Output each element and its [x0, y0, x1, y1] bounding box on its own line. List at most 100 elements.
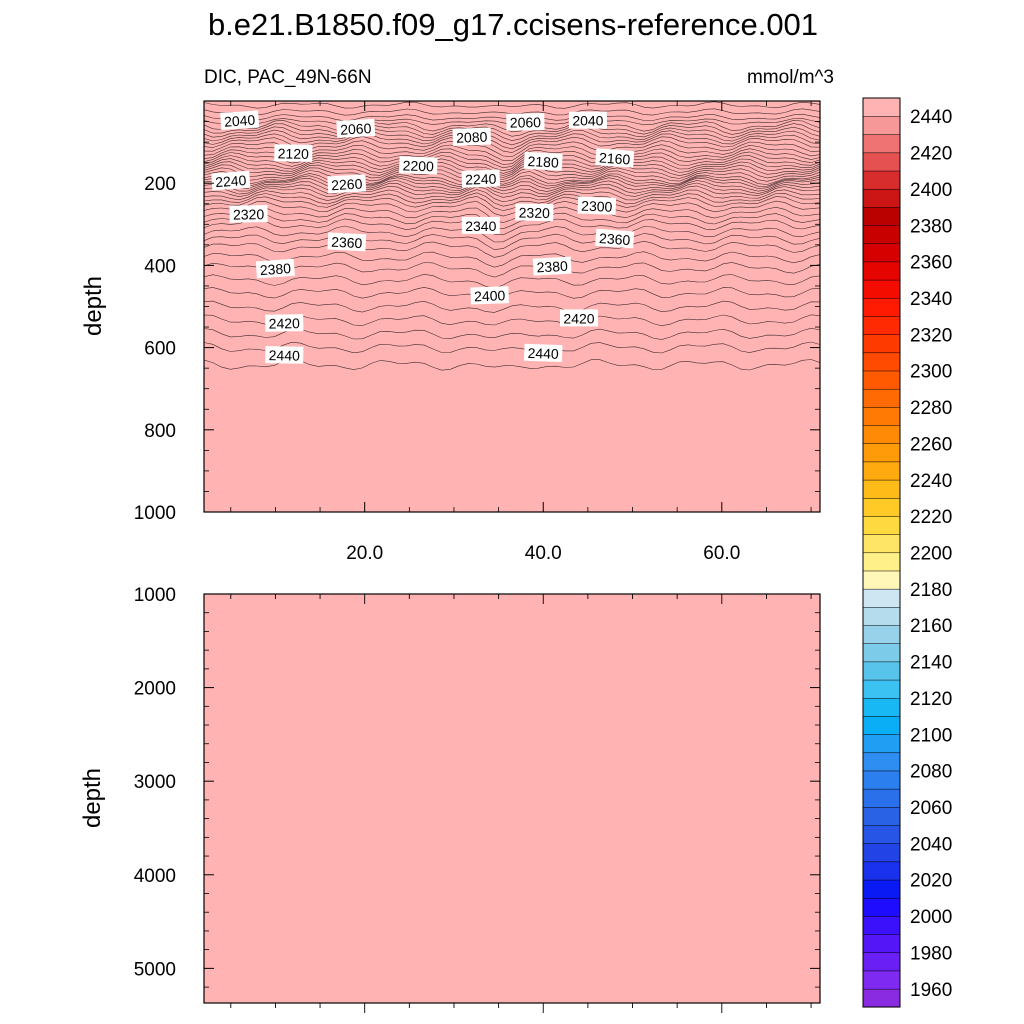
- contour-label: 2240: [211, 170, 251, 191]
- colorbar-box: [862, 806, 901, 826]
- contour-line-2220: [204, 175, 820, 188]
- contour-label: 2440: [523, 343, 563, 363]
- colorbar-box: [862, 243, 901, 263]
- upper-xtick-label: 60.0: [703, 543, 740, 564]
- contour-line-2210: [204, 173, 820, 185]
- colorbar-box: [862, 843, 901, 863]
- colorbar-box: [862, 188, 901, 208]
- colorbar: 2440 2420 2400 2380 2360 2340 2320 2300 2280 2260…: [862, 97, 952, 1008]
- colorbar-box: [862, 770, 901, 790]
- lower-ytick-label: 4000: [134, 866, 176, 887]
- contour-line-2250: [204, 182, 820, 195]
- contour-line-2330: [204, 218, 820, 236]
- colorbar-tick-label: 2340: [910, 289, 952, 310]
- contour-line-2360: [204, 240, 820, 258]
- contour-line-2440: [204, 341, 820, 354]
- colorbar-box: [862, 552, 901, 572]
- colorbar-tick-label: 2320: [910, 325, 952, 346]
- colorbar-box: [862, 897, 901, 917]
- contour-line-2300: [204, 200, 820, 217]
- contour-line-2200: [204, 170, 820, 183]
- chart-title: b.e21.B1850.f09_g17.ccisens-reference.00…: [208, 7, 818, 42]
- colorbar-box: [862, 225, 901, 244]
- colorbar-box: [862, 206, 901, 226]
- colorbar-box: [862, 915, 901, 935]
- colorbar-tick-label: 1960: [910, 980, 952, 1001]
- contour-label: 2060: [506, 113, 545, 131]
- colorbar-box: [862, 824, 901, 844]
- contour-label-text: 2180: [527, 153, 559, 171]
- upper-xtick-label: 20.0: [346, 543, 383, 564]
- colorbar-box: [862, 570, 901, 590]
- colorbar-box: [862, 97, 901, 117]
- colorbar-tick-label: 2200: [910, 544, 952, 565]
- contour-label-text: 2380: [536, 258, 568, 276]
- contour-label-text: 2400: [474, 287, 506, 304]
- colorbar-tick-label: 2380: [910, 216, 952, 237]
- contour-line-2370: [204, 251, 820, 268]
- contour-line-2310: [204, 206, 820, 223]
- contour-label-text: 2420: [563, 310, 594, 326]
- lower-ytick-label: 1000: [134, 585, 176, 606]
- contour-line-2230: [204, 177, 820, 189]
- contour-line-2390: [204, 273, 820, 289]
- contour-label: 2420: [265, 314, 304, 332]
- contour-label: 2320: [515, 203, 554, 222]
- contour-line-2320: [204, 212, 820, 230]
- contour-label: 2120: [274, 144, 313, 162]
- colorbar-tick-label: 2260: [910, 434, 952, 455]
- contour-line-2060: [204, 123, 820, 137]
- contour-line-2190: [204, 167, 820, 180]
- lower-ytick-label: 2000: [134, 679, 176, 700]
- contour-line-2340: [204, 225, 820, 243]
- colorbar-box: [862, 643, 901, 663]
- contour-line-2270: [204, 189, 820, 203]
- colorbar-box: [862, 788, 901, 808]
- colorbar-box: [862, 424, 901, 444]
- upper-ytick-label: 1000: [134, 503, 176, 524]
- contour-line-2290: [204, 196, 820, 211]
- upper-contour-panel: 2040 2060 2080 2060 2040 2120 2200 2180 2160 2240…: [134, 100, 821, 564]
- colorbar-box: [862, 497, 901, 517]
- contour-label-text: 2080: [456, 129, 488, 146]
- upper-ytick-label: 600: [144, 339, 176, 360]
- colorbar-tick-label: 2000: [910, 907, 952, 928]
- lower-contour-panel: 1000 2000 3000 4000 5000: [134, 585, 821, 1013]
- colorbar-tick-label: 2240: [910, 471, 952, 492]
- colorbar-box: [862, 970, 901, 990]
- colorbar-frame: [862, 97, 901, 1008]
- colorbar-tick-label: 2080: [910, 762, 952, 783]
- contour-label-text: 2040: [224, 112, 256, 130]
- colorbar-box: [862, 952, 901, 972]
- contour-label: 2380: [532, 256, 572, 276]
- colorbar-tick-label: 2220: [910, 507, 952, 528]
- upper-ytick-label: 200: [144, 174, 176, 195]
- lower-fill: [204, 594, 820, 1003]
- contour-label: 2200: [399, 156, 438, 175]
- colorbar-box: [862, 461, 901, 481]
- upper-xtick-label: 40.0: [525, 543, 562, 564]
- colorbar-box: [862, 661, 901, 681]
- colorbar-box: [862, 861, 901, 881]
- contour-label: 2360: [327, 232, 367, 252]
- lower-ylabel: depth: [79, 768, 106, 828]
- contour-label-text: 2240: [215, 172, 247, 190]
- contour-line-2070: [204, 126, 820, 142]
- contour-label-text: 2440: [269, 347, 301, 364]
- contour-line-2160: [204, 158, 820, 174]
- contour-label-text: 2240: [465, 171, 497, 188]
- contour-line-2180: [204, 164, 820, 178]
- colorbar-tick-label: 2140: [910, 653, 952, 674]
- contour-label: 2360: [595, 228, 635, 249]
- lower-plot-frame: [203, 593, 821, 1004]
- contour-label-text: 2380: [259, 260, 291, 278]
- contour-label: 2040: [220, 110, 260, 131]
- colorbar-tick-label: 2400: [910, 180, 952, 201]
- contour-label: 2060: [336, 118, 376, 138]
- colorbar-tick-label: 2280: [910, 398, 952, 419]
- colorbar-box: [862, 261, 901, 281]
- contour-label-text: 2420: [269, 315, 301, 332]
- lower-ytick-label: 5000: [134, 959, 176, 980]
- contour-label-text: 2200: [402, 157, 434, 174]
